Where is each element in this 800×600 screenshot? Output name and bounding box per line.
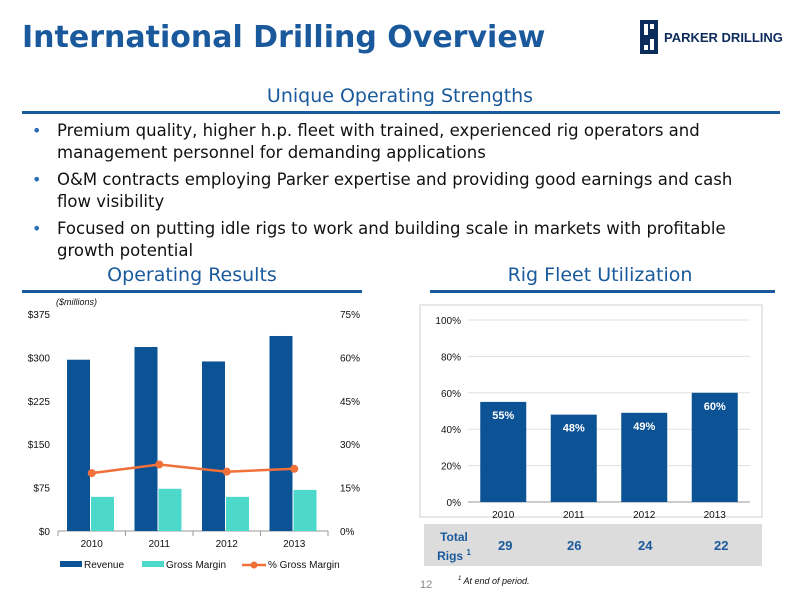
revenue-bar (67, 359, 90, 531)
y2-tick-label: 75% (340, 310, 360, 321)
total-rigs-label: Total Rigs 1 (437, 530, 471, 563)
y-tick-label: 80% (441, 352, 461, 363)
y-tick-label: 20% (441, 462, 461, 473)
gross-margin-pct-point (87, 469, 96, 478)
y-tick-label: $300 (28, 353, 51, 364)
y-tick-label: $375 (28, 310, 51, 321)
footnote-marker: 1 (466, 548, 471, 557)
x-tick-label: 2013 (704, 510, 727, 520)
x-tick-label: 2013 (283, 539, 306, 550)
left-divider (22, 290, 362, 293)
y2-tick-label: 0% (340, 527, 355, 538)
utilization-bar (621, 412, 668, 502)
legend-revenue-swatch (60, 561, 82, 567)
parker-logo-icon (640, 20, 658, 54)
legend-revenue-label: Revenue (84, 560, 124, 571)
rig-utilization-chart: 0% 20% 40% 60% 80% 100% 55% 2010 48% 2011 49% 2012 6… (419, 304, 763, 520)
x-tick-label: 2012 (633, 510, 656, 520)
utilization-bar (480, 401, 527, 502)
y2-tick-label: 45% (340, 397, 360, 408)
unit-note: ($millions) (56, 297, 97, 307)
rig-count-cell: 24 (638, 538, 653, 553)
bullet-item: • O&M contracts employing Parker expertis… (32, 170, 733, 211)
revenue-bar (202, 361, 225, 531)
utilization-value-label: 49% (633, 421, 655, 433)
logo-text: Parker Drilling (664, 30, 783, 45)
rig-count-cell: 22 (714, 538, 729, 553)
y-tick-label: $0 (39, 527, 51, 538)
gross-margin-bar (293, 489, 317, 531)
utilization-bar (550, 414, 597, 502)
total-rigs-table: Total Rigs 1 29 26 24 22 (424, 524, 762, 566)
rig-utilization-heading: Rig Fleet Utilization (507, 264, 693, 286)
legend-gross-margin-label: Gross Margin (166, 560, 226, 571)
page-title: International Drilling Overview (22, 20, 546, 55)
bullet-dot-icon: • (32, 121, 42, 140)
operating-results-heading: Operating Results (107, 264, 277, 286)
bullet-list: • Premium quality, higher h.p. fleet with… (30, 120, 760, 267)
right-divider (430, 290, 775, 293)
company-logo: Parker Drilling (640, 20, 783, 58)
revenue-bar (134, 346, 158, 531)
gross-margin-pct-point (290, 464, 299, 473)
y2-tick-label: 60% (340, 353, 360, 364)
y-tick-label: 40% (441, 425, 461, 436)
legend-gross-margin-swatch (142, 561, 164, 567)
x-tick-label: 2010 (81, 539, 104, 550)
y-tick-label: $225 (28, 397, 51, 408)
gross-margin-pct-line (91, 463, 295, 475)
operating-results-chart: ($millions) $0 $75 $150 $225 $300 $375 0% 15% 30%… (28, 297, 360, 571)
revenue-bar (269, 335, 293, 531)
gross-margin-bar (158, 488, 182, 531)
section-divider (22, 111, 780, 114)
legend-pct-marker (250, 561, 258, 569)
gross-margin-pct-point (222, 467, 231, 476)
page-number: 12 (420, 579, 433, 591)
bullet-item: • Premium quality, higher h.p. fleet with… (32, 121, 700, 162)
footnote: 1 At end of period. (458, 576, 530, 586)
section-heading: Unique Operating Strengths (266, 85, 534, 107)
rig-count-cell: 29 (498, 538, 513, 553)
x-tick-label: 2010 (492, 510, 515, 520)
x-tick-label: 2011 (148, 539, 170, 550)
y-tick-label: 60% (441, 389, 461, 400)
bullet-dot-icon: • (32, 219, 42, 238)
gross-margin-pct-point (155, 460, 164, 469)
legend-pct-label: % Gross Margin (268, 560, 340, 571)
gross-margin-bar (91, 496, 114, 531)
y-tick-label: 100% (435, 316, 461, 327)
bullet-item: • Focused on putting idle rigs to work an… (32, 219, 726, 260)
y-tick-label: $150 (28, 440, 51, 451)
rig-count-cell: 26 (567, 538, 582, 553)
utilization-value-label: 48% (563, 423, 585, 435)
utilization-value-label: 55% (492, 410, 514, 422)
x-tick-label: 2011 (563, 510, 585, 520)
y-tick-label: 0% (447, 498, 462, 509)
y2-tick-label: 15% (340, 484, 360, 495)
utilization-bar (691, 392, 738, 502)
gross-margin-bar (226, 496, 249, 531)
y-tick-label: $75 (33, 484, 50, 495)
bullet-dot-icon: • (32, 170, 42, 189)
chart-frame (419, 304, 763, 518)
utilization-value-label: 60% (704, 401, 726, 413)
y2-tick-label: 30% (340, 440, 360, 451)
x-tick-label: 2012 (216, 539, 239, 550)
